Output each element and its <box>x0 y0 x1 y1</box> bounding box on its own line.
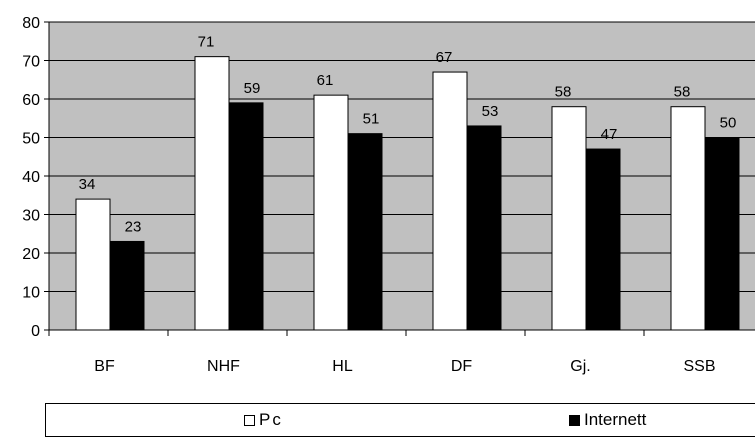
y-tick-label: 80 <box>22 15 40 32</box>
y-tick-label: 20 <box>22 246 40 263</box>
x-tick-label: DF <box>451 358 473 375</box>
y-tick-label: 60 <box>22 92 40 109</box>
y-tick-label: 70 <box>22 54 40 71</box>
y-axis-ticks: 0 10 20 30 40 50 60 70 80 <box>22 15 49 340</box>
legend-swatch-pc <box>244 414 255 426</box>
bar-internett-hl <box>347 133 383 331</box>
data-labels: 34 23 71 59 61 51 67 53 58 47 58 50 <box>79 34 737 236</box>
legend-swatch-internett <box>569 414 580 426</box>
legend-label-internett: Internett <box>584 410 647 429</box>
y-tick-label: 30 <box>22 208 40 225</box>
x-tick-label: BF <box>94 358 115 375</box>
data-label: 58 <box>674 84 691 101</box>
data-label: 67 <box>436 49 453 66</box>
bar-pc-gj <box>551 106 587 331</box>
bar-pc-df <box>432 71 468 331</box>
data-label: 61 <box>317 72 334 89</box>
legend-item-internett: Internett <box>569 410 646 430</box>
bars <box>75 56 740 331</box>
bar-internett-bf <box>109 240 145 331</box>
bar-internett-ssb <box>704 137 740 331</box>
legend-item-pc: Pc <box>244 410 283 430</box>
bar-chart: 34 23 71 59 61 51 67 53 58 47 58 50 0 10 20 30 40 50 60 70… <box>22 15 755 375</box>
bar-internett-gj <box>585 148 621 331</box>
x-axis-ticks: BF NHF HL DF Gj. SSB <box>48 330 716 375</box>
bar-pc-bf <box>75 198 111 331</box>
x-tick-label: Gj. <box>570 358 590 375</box>
data-label: 47 <box>601 126 618 143</box>
data-label: 71 <box>198 34 215 51</box>
data-label: 53 <box>482 103 499 120</box>
bar-pc-ssb <box>670 106 706 331</box>
y-tick-label: 50 <box>22 131 40 148</box>
data-label: 23 <box>125 218 142 235</box>
data-label: 51 <box>363 111 380 128</box>
data-label: 59 <box>244 80 261 97</box>
x-tick-label: HL <box>332 358 353 375</box>
y-tick-label: 40 <box>22 169 40 186</box>
data-label: 34 <box>79 176 96 193</box>
bar-pc-hl <box>313 94 349 331</box>
x-tick-label: SSB <box>683 358 715 375</box>
data-label: 58 <box>555 84 572 101</box>
legend: Pc Internett <box>45 403 755 437</box>
legend-label-pc: Pc <box>259 410 283 429</box>
bar-internett-df <box>466 125 502 331</box>
y-tick-label: 0 <box>31 323 40 340</box>
data-label: 50 <box>720 115 737 132</box>
gridlines <box>49 21 755 292</box>
y-tick-label: 10 <box>22 285 40 302</box>
x-tick-label: NHF <box>207 358 240 375</box>
bar-pc-nhf <box>194 56 230 331</box>
bar-internett-nhf <box>228 102 264 331</box>
